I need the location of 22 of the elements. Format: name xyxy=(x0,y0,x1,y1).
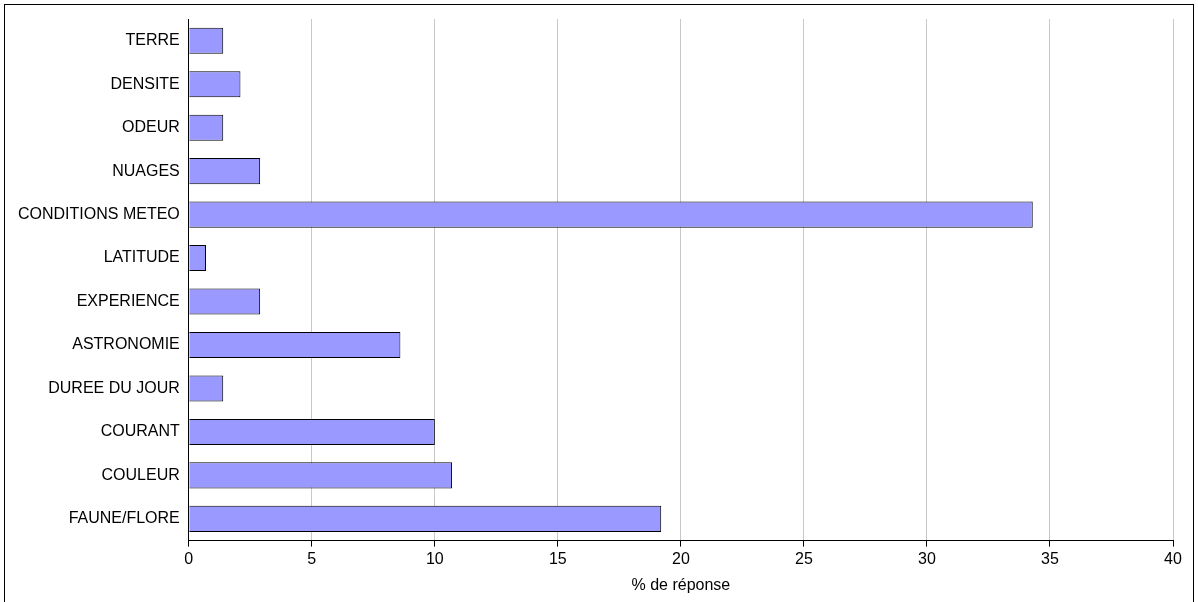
x-tick-label: 25 xyxy=(795,549,813,567)
y-tick-label: FAUNE/FLORE xyxy=(68,509,180,527)
x-tick-label: 30 xyxy=(918,549,936,567)
y-tick-label: TERRE xyxy=(125,31,180,49)
x-tick-label: 5 xyxy=(307,549,317,567)
y-tick-label: CONDITIONS METEO xyxy=(18,205,180,223)
y-tick-label: LATITUDE xyxy=(103,248,180,266)
x-tick-label: 15 xyxy=(548,549,567,567)
x-tick-label: 35 xyxy=(1041,549,1059,567)
y-tick-label: ASTRONOMIE xyxy=(72,335,180,353)
x-tick-label: 40 xyxy=(1164,549,1182,567)
y-tick-label: COURANT xyxy=(100,422,181,440)
x-tick-label: 10 xyxy=(425,549,444,567)
x-tick-label: 0 xyxy=(184,549,194,567)
y-tick-label: ODEUR xyxy=(122,118,180,136)
y-tick-label: DENSITE xyxy=(110,74,180,92)
x-tick-label: 20 xyxy=(671,549,690,567)
y-tick-label: EXPERIENCE xyxy=(76,291,180,309)
y-tick-label: DUREE DU JOUR xyxy=(48,378,180,396)
y-tick-label: NUAGES xyxy=(112,161,180,179)
x-axis-title: % de réponse xyxy=(631,575,731,593)
y-tick-label: COULEUR xyxy=(101,465,180,483)
